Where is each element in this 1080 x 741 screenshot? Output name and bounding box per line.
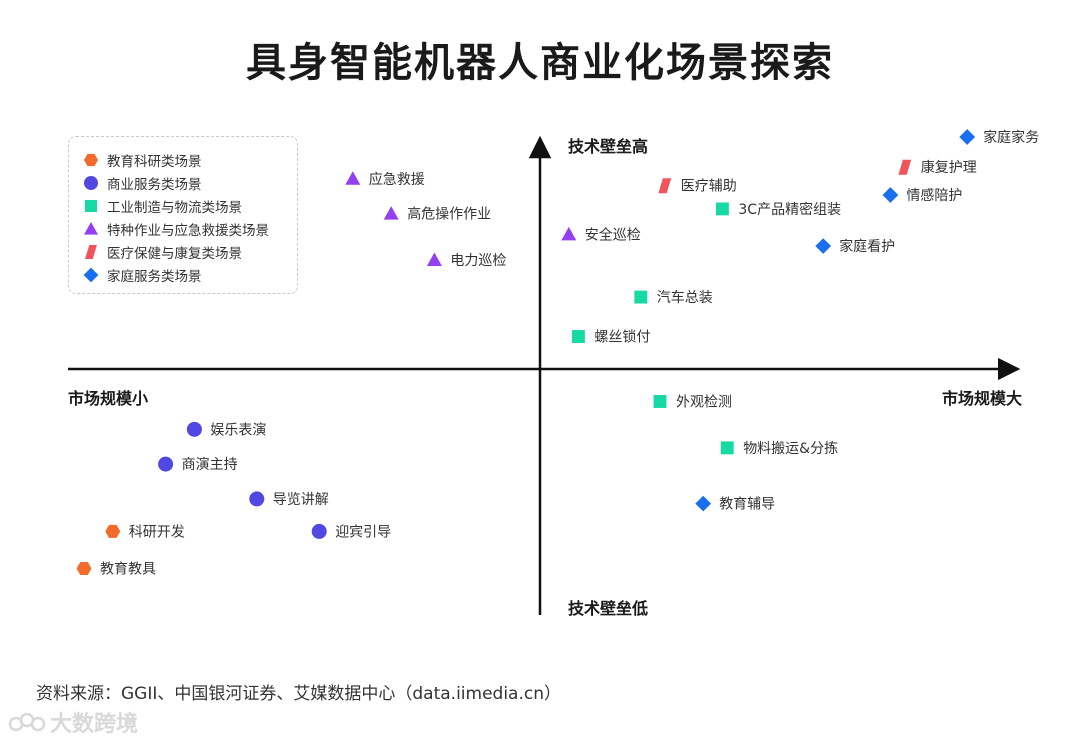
data-point: 家庭看护 xyxy=(815,238,895,255)
point-marker-circle xyxy=(311,523,327,539)
point-label: 医疗辅助 xyxy=(681,179,737,195)
y-axis-label-top: 技术壁垒高 xyxy=(568,137,648,156)
point-label: 高危操作作业 xyxy=(407,206,491,223)
point-marker-diamond xyxy=(959,129,976,145)
point-marker-diamond xyxy=(695,495,712,512)
source-note: 资料来源：GGII、中国银河证券、艾媒数据中心（data.iimedia.cn） xyxy=(36,684,561,704)
legend-label: 商业服务类场景 xyxy=(107,176,202,193)
legend-label: 家庭服务类场景 xyxy=(107,268,202,285)
point-label: 娱乐表演 xyxy=(210,422,266,438)
point-label: 康复护理 xyxy=(921,159,977,176)
watermark-text: 大数跨境 xyxy=(50,712,139,737)
data-point: 汽车总装 xyxy=(634,289,713,306)
data-point: 物料搬运&分拣 xyxy=(720,441,838,457)
legend-shape xyxy=(84,199,98,212)
point-label: 汽车总装 xyxy=(657,289,713,306)
watermark: 大数跨境 xyxy=(8,706,138,738)
point-marker-circle xyxy=(186,421,202,437)
point-marker-triangle xyxy=(383,206,399,220)
legend-label: 教育科研类场景 xyxy=(107,153,202,170)
point-marker-square xyxy=(720,441,734,455)
point-marker-hexagon xyxy=(76,562,92,575)
data-point: 外观检测 xyxy=(653,394,732,410)
data-point: 家庭家务 xyxy=(959,129,1039,146)
legend-item-ind: 工业制造与物流类场景 xyxy=(83,194,297,217)
legend: 教育科研类场景 商业服务类场景 工业制造与物流类场景 特种作业与应急救援类场景 … xyxy=(68,136,298,294)
point-label: 教育辅导 xyxy=(719,497,775,513)
data-point: 3C产品精密组装 xyxy=(715,201,841,218)
legend-marker-parallelogram xyxy=(85,244,97,259)
point-marker-diamond xyxy=(882,187,899,203)
point-label: 教育教具 xyxy=(100,562,156,578)
point-marker-circle xyxy=(249,491,265,507)
data-point: 科研开发 xyxy=(105,524,185,540)
legend-marker-diamond xyxy=(83,267,99,282)
chart-title: 具身智能机器人商业化场景探索 xyxy=(246,40,834,86)
y-axis-label-bottom: 技术壁垒低 xyxy=(568,599,648,618)
watermark-logo-icon xyxy=(8,712,46,732)
point-label: 导览讲解 xyxy=(273,492,329,508)
point-label: 商演主持 xyxy=(182,457,238,473)
legend-item-emg: 特种作业与应急救援类场景 xyxy=(83,217,297,240)
point-marker-square xyxy=(715,202,729,216)
legend-shape xyxy=(84,221,98,235)
data-point: 迎宾引导 xyxy=(311,523,391,540)
point-marker-square xyxy=(634,290,648,304)
data-point: 电力巡检 xyxy=(426,252,506,269)
point-label: 家庭看护 xyxy=(839,238,895,255)
x-axis-label-right: 市场规模大 xyxy=(942,389,1022,408)
data-point: 医疗辅助 xyxy=(658,178,737,195)
point-marker-triangle xyxy=(345,171,361,185)
data-point: 情感陪护 xyxy=(882,187,962,204)
point-label: 情感陪护 xyxy=(906,187,962,204)
x-axis-label-left: 市场规模小 xyxy=(68,389,148,408)
legend-shape xyxy=(84,175,98,190)
point-marker-parallelogram xyxy=(898,159,912,175)
data-point: 螺丝锁付 xyxy=(571,330,650,346)
legend-item-edu: 教育科研类场景 xyxy=(83,148,297,171)
data-point: 教育辅导 xyxy=(695,495,775,513)
point-marker-parallelogram xyxy=(658,178,672,194)
legend-item-biz: 商业服务类场景 xyxy=(83,171,297,194)
data-point: 康复护理 xyxy=(898,159,977,176)
point-label: 应急救援 xyxy=(369,171,425,188)
point-label: 家庭家务 xyxy=(983,129,1039,146)
point-marker-hexagon xyxy=(105,524,121,538)
point-label: 物料搬运&分拣 xyxy=(743,441,838,457)
legend-marker-hexagon xyxy=(84,153,98,166)
point-marker-square xyxy=(653,395,667,408)
point-marker-circle xyxy=(158,456,174,472)
point-label: 科研开发 xyxy=(129,524,185,540)
data-point: 商演主持 xyxy=(158,456,238,473)
data-point: 娱乐表演 xyxy=(186,421,266,438)
point-label: 3C产品精密组装 xyxy=(738,201,841,218)
legend-marker-square xyxy=(84,199,98,212)
legend-label: 特种作业与应急救援类场景 xyxy=(107,222,269,239)
point-marker-triangle xyxy=(561,226,577,241)
point-marker-triangle xyxy=(426,252,442,266)
point-label: 外观检测 xyxy=(676,394,732,410)
legend-item-home: 家庭服务类场景 xyxy=(83,263,297,286)
point-label: 迎宾引导 xyxy=(335,524,391,540)
legend-marker-triangle xyxy=(84,221,98,235)
legend-marker-circle xyxy=(84,175,98,190)
legend-label: 工业制造与物流类场景 xyxy=(107,199,242,216)
legend-shape xyxy=(85,244,97,259)
legend-shape xyxy=(84,153,98,166)
point-marker-diamond xyxy=(815,238,832,254)
legend-item-med: 医疗保健与康复类场景 xyxy=(83,240,297,263)
point-label: 螺丝锁付 xyxy=(594,330,650,346)
legend-shape xyxy=(83,267,99,282)
data-point: 教育教具 xyxy=(76,562,156,578)
point-label: 安全巡检 xyxy=(585,226,641,243)
point-marker-square xyxy=(571,330,585,343)
data-point: 导览讲解 xyxy=(249,491,329,508)
legend-label: 医疗保健与康复类场景 xyxy=(107,245,242,262)
data-point: 安全巡检 xyxy=(561,226,641,243)
data-point: 高危操作作业 xyxy=(383,206,491,223)
point-label: 电力巡检 xyxy=(450,253,506,269)
data-point: 应急救援 xyxy=(345,171,425,188)
